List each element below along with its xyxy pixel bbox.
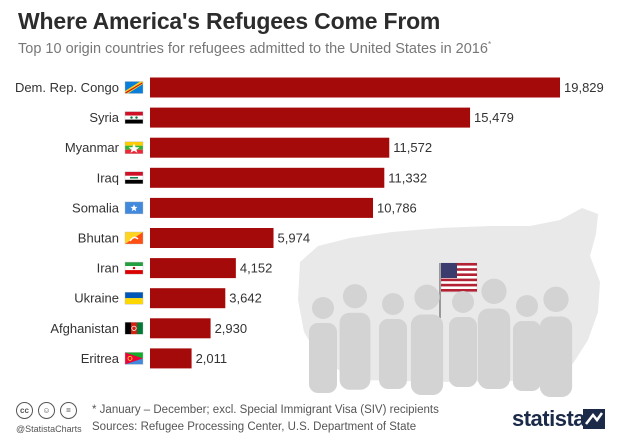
bhutan-flag-icon	[124, 231, 144, 245]
bar-value-label: 19,829	[564, 80, 604, 95]
bar-value-label: 15,479	[474, 110, 514, 125]
bar-value-label: 2,011	[196, 351, 228, 366]
bar-value-label: 2,930	[215, 321, 248, 336]
bar	[150, 137, 390, 158]
cc-icon: cc	[16, 402, 33, 419]
statista-logo: statista	[512, 406, 586, 431]
myanmar-flag-icon	[124, 141, 144, 154]
people-silhouettes-icon	[309, 278, 573, 398]
bar	[150, 228, 274, 248]
source-text: Sources: Refugee Processing Center, U.S.…	[92, 421, 417, 433]
syria-flag-icon	[124, 111, 144, 124]
category-label: Bhutan	[78, 231, 119, 246]
background-illustration	[298, 208, 600, 398]
chart-subtitle: Top 10 origin countries for refugees adm…	[18, 40, 491, 57]
license-icons: cc ☺ =	[16, 402, 80, 420]
bar-value-label: 4,152	[240, 261, 273, 276]
chart-title: Where America's Refugees Come From	[18, 8, 441, 34]
bar	[150, 318, 211, 339]
bar	[150, 348, 192, 369]
category-label: Myanmar	[65, 140, 120, 155]
category-label: Eritrea	[81, 351, 120, 366]
somalia-flag-icon	[124, 201, 144, 215]
footnote: * January – December; excl. Special Immi…	[92, 404, 439, 416]
afghanistan-flag-icon	[124, 322, 144, 335]
bar	[150, 288, 226, 309]
iran-flag-icon	[124, 261, 144, 275]
category-label: Dem. Rep. Congo	[15, 80, 119, 95]
bar	[150, 107, 471, 128]
bar-value-label: 5,974	[278, 231, 311, 246]
subtitle-footnote-marker: *	[487, 40, 492, 49]
bar	[150, 197, 374, 218]
iraq-flag-icon	[124, 171, 144, 185]
ukraine-flag-icon	[124, 292, 144, 305]
category-label: Iraq	[97, 170, 119, 185]
bar-value-label: 3,642	[229, 291, 262, 306]
statista-handle: @StatistaCharts	[16, 424, 82, 434]
category-label: Somalia	[72, 200, 120, 215]
category-label: Syria	[89, 110, 119, 125]
bar-value-label: 10,786	[377, 200, 417, 215]
category-label: Ukraine	[74, 291, 119, 306]
bar-series: Dem. Rep. Congo 19,829 Syria 15,479 Myanmar 1…	[15, 77, 604, 369]
eritrea-flag-icon	[124, 352, 144, 365]
bar-value-label: 11,572	[393, 140, 432, 155]
bar-value-label: 11,332	[388, 170, 427, 185]
subtitle-text: Top 10 origin countries for refugees adm…	[18, 40, 488, 57]
dr-congo-flag-icon	[124, 81, 144, 94]
nd-icon: =	[60, 402, 77, 419]
category-label: Afghanistan	[50, 321, 119, 336]
category-label: Iran	[97, 261, 119, 276]
statista-logo-mark-icon	[583, 409, 605, 429]
bar	[150, 77, 560, 98]
by-icon: ☺	[38, 402, 55, 419]
usa-flag-icon	[439, 262, 478, 318]
bar	[150, 167, 385, 188]
bar	[150, 258, 236, 279]
